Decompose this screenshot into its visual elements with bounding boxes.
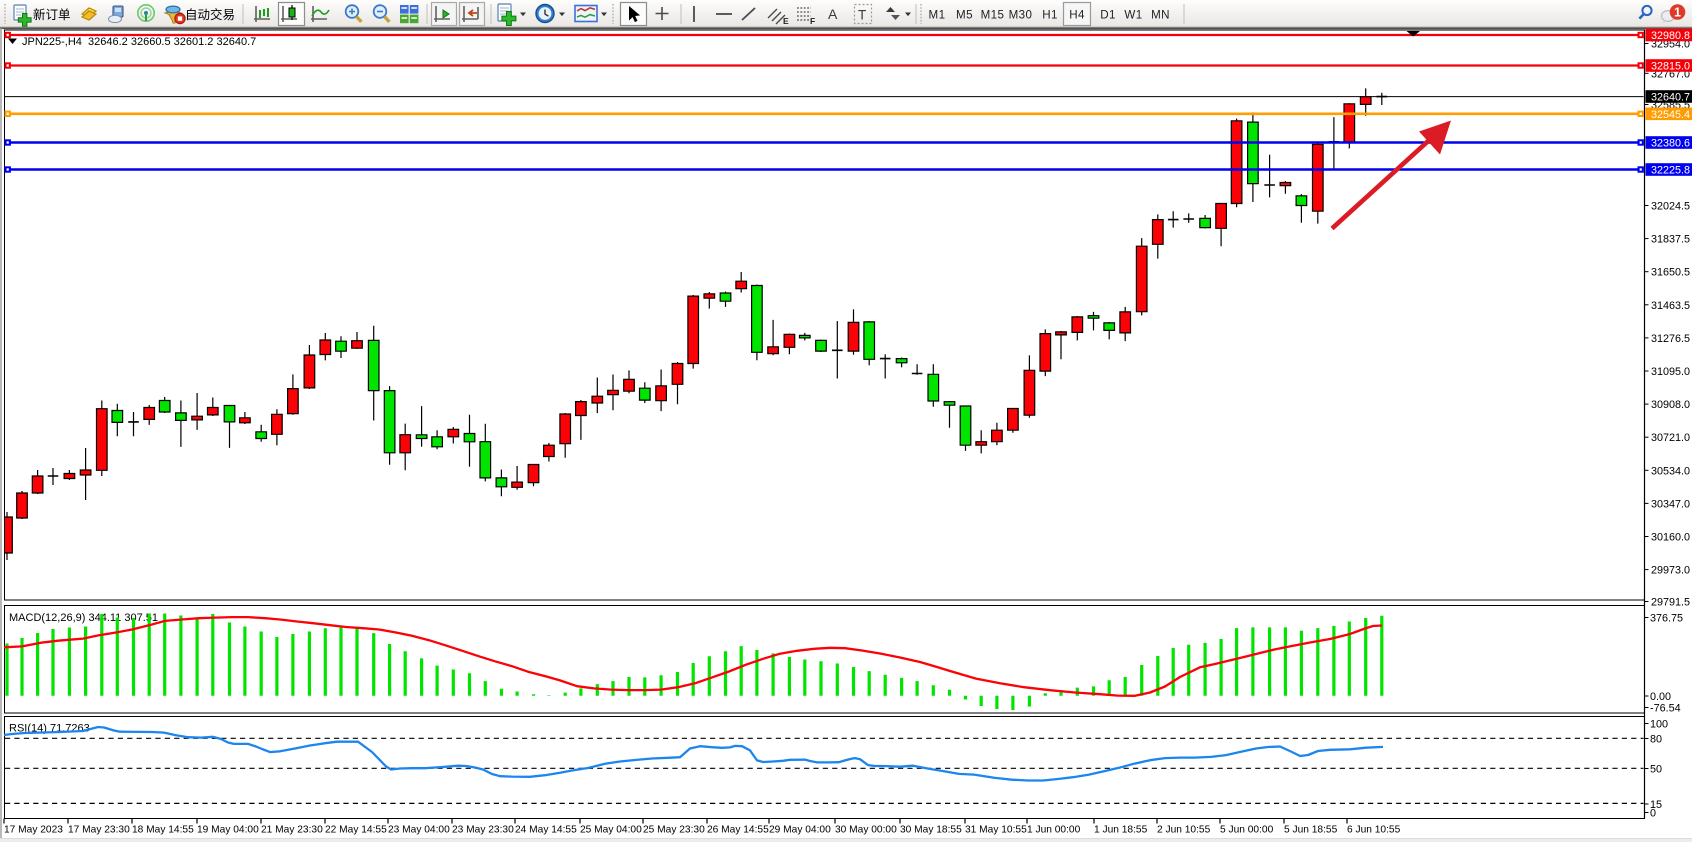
svg-text:W1: W1 xyxy=(1124,9,1142,22)
svg-text:31276.5: 31276.5 xyxy=(1651,333,1690,345)
svg-text:29 May 04:00: 29 May 04:00 xyxy=(769,825,831,836)
svg-text:A: A xyxy=(828,6,838,22)
svg-text:0.00: 0.00 xyxy=(1650,691,1671,703)
svg-text:50: 50 xyxy=(1650,764,1662,776)
svg-text:M30: M30 xyxy=(1009,9,1033,22)
svg-text:32815.0: 32815.0 xyxy=(1651,61,1690,73)
svg-text:18 May 14:55: 18 May 14:55 xyxy=(132,825,194,836)
svg-text:31837.5: 31837.5 xyxy=(1651,234,1690,246)
svg-text:D1: D1 xyxy=(1100,9,1116,22)
svg-text:-76.54: -76.54 xyxy=(1650,703,1681,715)
svg-text:29791.5: 29791.5 xyxy=(1651,597,1690,609)
svg-text:MACD(12,26,9) 344.11 307.51: MACD(12,26,9) 344.11 307.51 xyxy=(9,612,158,624)
svg-text:31 May 10:55: 31 May 10:55 xyxy=(965,825,1027,836)
svg-text:M15: M15 xyxy=(981,9,1005,22)
svg-text:6 Jun 10:55: 6 Jun 10:55 xyxy=(1347,825,1401,836)
svg-text:30 May 18:55: 30 May 18:55 xyxy=(900,825,962,836)
svg-text:25 May 04:00: 25 May 04:00 xyxy=(580,825,642,836)
svg-text:30908.0: 30908.0 xyxy=(1651,399,1690,411)
svg-text:JPN225-,H4 32646.2 32660.5 32: JPN225-,H4 32646.2 32660.5 32601.2 32640… xyxy=(22,36,256,48)
svg-text:17 May 2023: 17 May 2023 xyxy=(4,825,63,836)
svg-text:30534.0: 30534.0 xyxy=(1651,465,1690,477)
svg-text:1 Jun 18:55: 1 Jun 18:55 xyxy=(1094,825,1148,836)
svg-text:1 Jun 00:00: 1 Jun 00:00 xyxy=(1027,825,1081,836)
svg-text:32980.8: 32980.8 xyxy=(1651,30,1690,42)
svg-text:F: F xyxy=(810,16,815,26)
svg-text:5 Jun 18:55: 5 Jun 18:55 xyxy=(1284,825,1338,836)
svg-text:H1: H1 xyxy=(1042,9,1058,22)
svg-text:32024.5: 32024.5 xyxy=(1651,201,1690,213)
svg-text:100: 100 xyxy=(1650,719,1668,731)
svg-text:M5: M5 xyxy=(956,9,973,22)
svg-text:30347.0: 30347.0 xyxy=(1651,498,1690,510)
svg-text:30160.0: 30160.0 xyxy=(1651,532,1690,544)
svg-text:5 Jun 00:00: 5 Jun 00:00 xyxy=(1220,825,1274,836)
svg-text:新订单: 新订单 xyxy=(33,7,71,22)
svg-text:自动交易: 自动交易 xyxy=(185,7,235,22)
svg-text:1: 1 xyxy=(1674,6,1681,20)
svg-text:MN: MN xyxy=(1151,9,1170,22)
svg-text:31463.5: 31463.5 xyxy=(1651,300,1690,312)
svg-text:32954.0: 32954.0 xyxy=(1651,39,1690,51)
svg-text:24 May 14:55: 24 May 14:55 xyxy=(515,825,577,836)
svg-text:17 May 23:30: 17 May 23:30 xyxy=(68,825,130,836)
svg-text:32640.7: 32640.7 xyxy=(1651,92,1690,104)
svg-text:H4: H4 xyxy=(1069,9,1085,22)
svg-text:25 May 23:30: 25 May 23:30 xyxy=(643,825,705,836)
svg-text:2 Jun 10:55: 2 Jun 10:55 xyxy=(1157,825,1211,836)
svg-text:30 May 00:00: 30 May 00:00 xyxy=(835,825,897,836)
svg-text:23 May 23:30: 23 May 23:30 xyxy=(452,825,514,836)
svg-text:E: E xyxy=(783,16,789,26)
svg-text:15: 15 xyxy=(1650,799,1662,811)
svg-text:23 May 04:00: 23 May 04:00 xyxy=(388,825,450,836)
svg-text:29973.0: 29973.0 xyxy=(1651,565,1690,577)
svg-text:0: 0 xyxy=(1650,808,1656,820)
svg-text:31095.0: 31095.0 xyxy=(1651,366,1690,378)
svg-text:26 May 14:55: 26 May 14:55 xyxy=(707,825,769,836)
svg-text:T: T xyxy=(858,8,866,23)
svg-text:32545.4: 32545.4 xyxy=(1651,109,1690,121)
svg-text:32380.6: 32380.6 xyxy=(1651,138,1690,150)
svg-text:M1: M1 xyxy=(929,9,946,22)
svg-text:19 May 04:00: 19 May 04:00 xyxy=(197,825,259,836)
svg-text:22 May 14:55: 22 May 14:55 xyxy=(325,825,387,836)
svg-text:21 May 23:30: 21 May 23:30 xyxy=(261,825,323,836)
svg-text:31650.5: 31650.5 xyxy=(1651,267,1690,279)
svg-text:80: 80 xyxy=(1650,734,1662,746)
svg-text:376.75: 376.75 xyxy=(1650,613,1683,625)
svg-text:30721.0: 30721.0 xyxy=(1651,432,1690,444)
svg-text:32225.8: 32225.8 xyxy=(1651,165,1690,177)
